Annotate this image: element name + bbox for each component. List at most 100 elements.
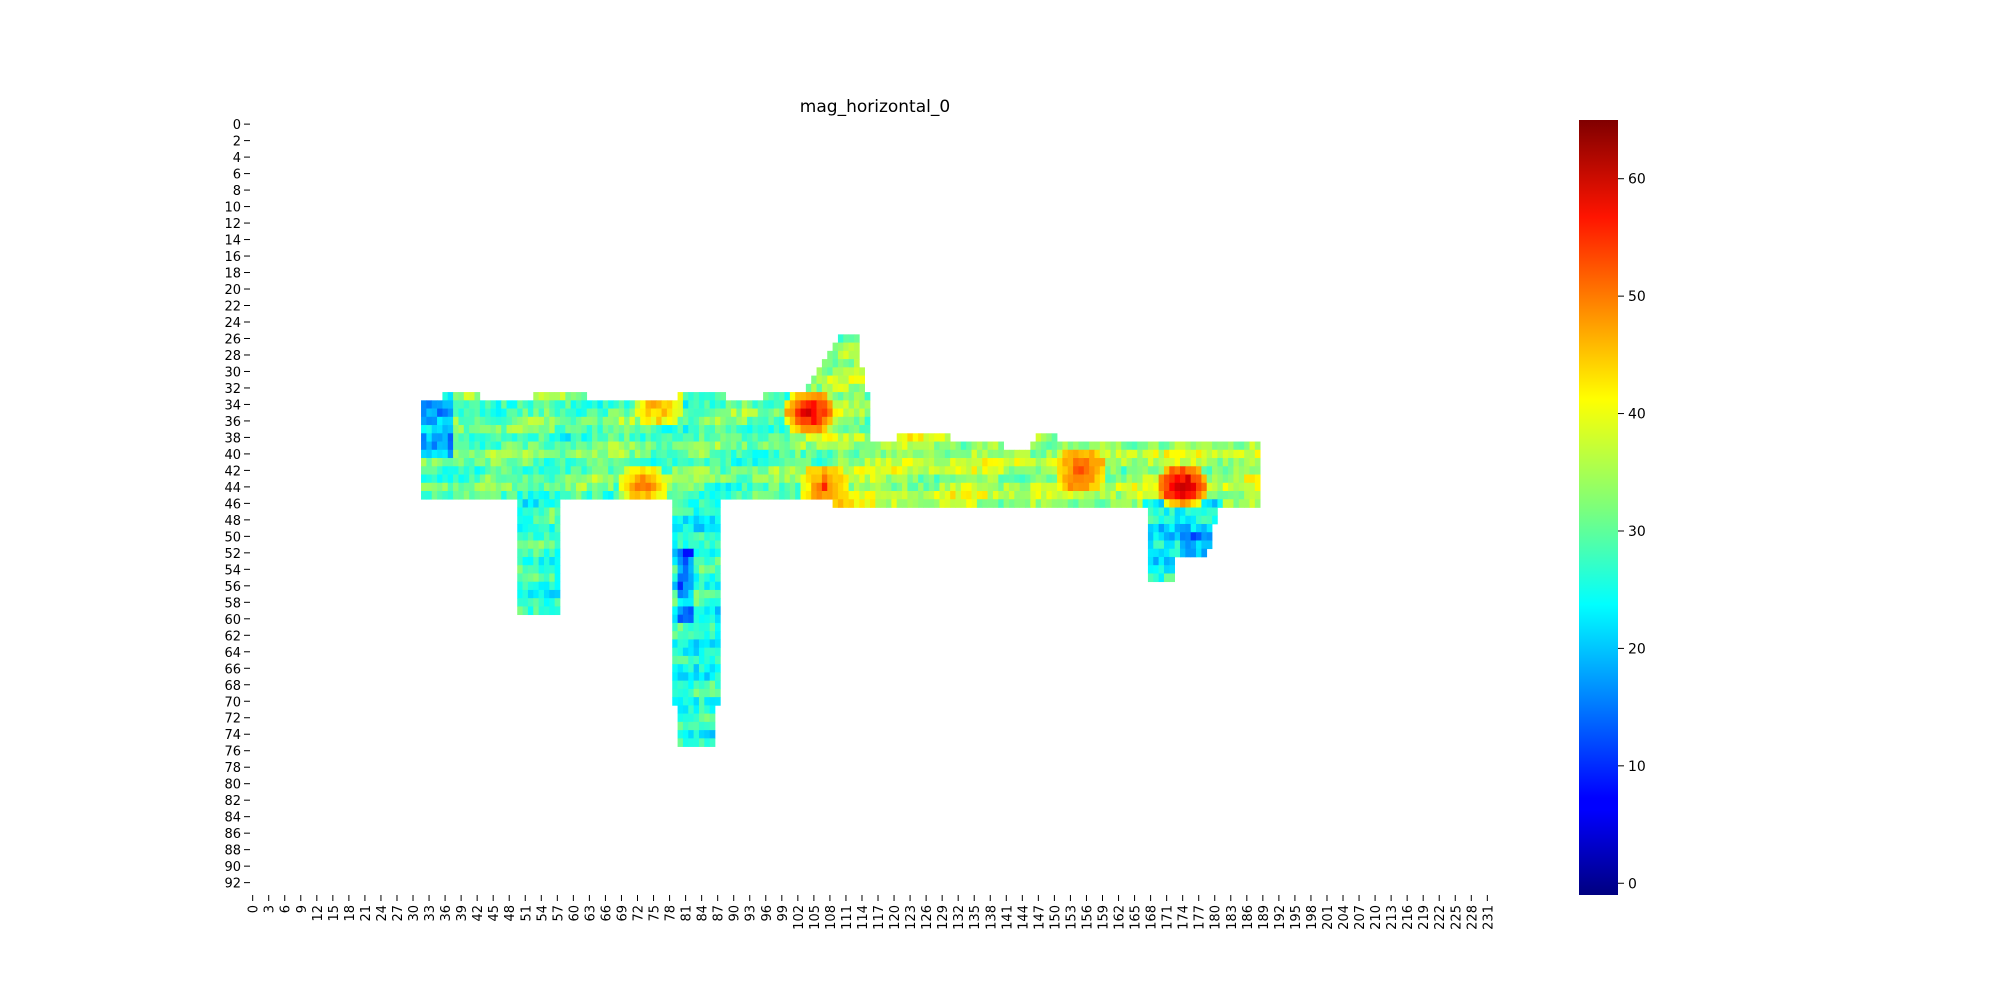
heatmap-cell <box>987 491 994 500</box>
heatmap-cell <box>864 449 871 459</box>
heatmap-cell <box>549 532 555 541</box>
heatmap-cell <box>1105 458 1111 467</box>
y-tick-label: 44 <box>224 481 241 496</box>
heatmap-cell <box>645 474 652 484</box>
x-tick-label: 99 <box>776 905 791 922</box>
heatmap-cell <box>966 441 972 451</box>
heatmap-cell <box>533 416 539 426</box>
heatmap-cell <box>1158 523 1165 533</box>
heatmap-cell <box>1153 523 1159 533</box>
heatmap-cell <box>421 474 427 484</box>
heatmap-cell <box>1158 540 1165 550</box>
heatmap-cell <box>538 581 545 591</box>
heatmap-cell <box>1163 499 1170 508</box>
heatmap-cell <box>698 705 705 714</box>
heatmap-cell <box>704 631 710 640</box>
heatmap-cell <box>533 433 539 442</box>
heatmap-cell <box>608 458 614 467</box>
heatmap-cell <box>1180 515 1186 525</box>
heatmap-cell <box>875 449 882 459</box>
heatmap-cell <box>517 499 523 508</box>
heatmap-cell <box>1190 449 1197 459</box>
heatmap-cell <box>891 466 898 475</box>
heatmap-cell <box>1217 441 1224 451</box>
heatmap-cell <box>848 441 855 451</box>
heatmap-cell <box>1158 565 1165 574</box>
heatmap-cell <box>832 458 839 467</box>
x-tick-label: 84 <box>696 905 711 922</box>
heatmap-cell <box>474 392 481 401</box>
heatmap-cell <box>538 507 545 517</box>
heatmap-cell <box>725 466 732 475</box>
heatmap-cell <box>859 383 865 393</box>
heatmap-cell <box>554 532 561 541</box>
heatmap-cell <box>543 515 550 525</box>
heatmap-cell <box>698 532 705 541</box>
heatmap-cell <box>533 400 539 409</box>
heatmap-cell <box>682 639 689 648</box>
chart-title: mag_horizontal_0 <box>800 97 950 117</box>
heatmap-cell <box>442 474 449 484</box>
heatmap-cell <box>918 433 924 442</box>
heatmap-cell <box>618 416 625 426</box>
heatmap-cell <box>816 408 823 418</box>
heatmap-cell <box>1126 441 1133 451</box>
heatmap-cell <box>645 425 652 434</box>
heatmap-cell <box>538 515 545 525</box>
heatmap-cell <box>763 392 769 401</box>
heatmap-cell <box>661 408 668 418</box>
y-tick-label: 34 <box>224 398 241 413</box>
heatmap-cell <box>453 425 459 434</box>
heatmap-cell <box>1046 449 1053 459</box>
heatmap-cell <box>1217 449 1224 459</box>
heatmap-cell <box>533 466 539 475</box>
heatmap-cell <box>1180 474 1186 484</box>
heatmap-cell <box>693 598 700 607</box>
x-tick-label: 87 <box>712 905 727 922</box>
heatmap-cell <box>554 573 561 583</box>
heatmap-cell <box>998 482 1004 492</box>
heatmap-cell <box>543 532 550 541</box>
heatmap-cell <box>549 598 555 607</box>
heatmap-cell <box>709 466 716 475</box>
heatmap-cell <box>463 416 470 426</box>
heatmap-cell <box>784 466 791 475</box>
x-tick-label: 72 <box>632 905 647 922</box>
heatmap-cell <box>1185 458 1192 467</box>
heatmap-cell <box>1051 441 1058 451</box>
heatmap-cell <box>832 441 839 451</box>
heatmap-cell <box>1238 449 1245 459</box>
heatmap-cell <box>506 491 513 500</box>
heatmap-cell <box>1206 491 1213 500</box>
heatmap-cell <box>805 416 812 426</box>
heatmap-cell <box>527 466 534 475</box>
heatmap-cell <box>543 556 550 566</box>
heatmap-cell <box>576 408 582 418</box>
heatmap-cell <box>602 449 609 459</box>
heatmap-cell <box>511 491 518 500</box>
heatmap-cell <box>421 416 427 426</box>
heatmap-cell <box>1158 573 1165 583</box>
heatmap-cell <box>1041 499 1047 508</box>
y-tick-label: 16 <box>224 250 241 265</box>
heatmap-cell <box>741 441 748 451</box>
heatmap-cell <box>1025 458 1031 467</box>
heatmap-cell <box>1196 466 1202 475</box>
heatmap-cell <box>693 589 700 599</box>
heatmap-cell <box>543 482 550 492</box>
heatmap-cell <box>511 416 518 426</box>
heatmap-cell <box>677 664 684 673</box>
heatmap-cell <box>886 441 892 451</box>
heatmap-cell <box>693 697 700 706</box>
heatmap-cell <box>586 474 593 484</box>
heatmap-cell <box>533 589 539 599</box>
heatmap-cell <box>1163 507 1170 517</box>
heatmap-cell <box>511 425 518 434</box>
heatmap-cell <box>527 565 534 574</box>
heatmap-cell <box>543 507 550 517</box>
heatmap-cell <box>613 482 620 492</box>
heatmap-cell <box>485 408 491 418</box>
heatmap-cell <box>715 474 721 484</box>
heatmap-cell <box>853 383 860 393</box>
heatmap-cell <box>1057 449 1063 459</box>
